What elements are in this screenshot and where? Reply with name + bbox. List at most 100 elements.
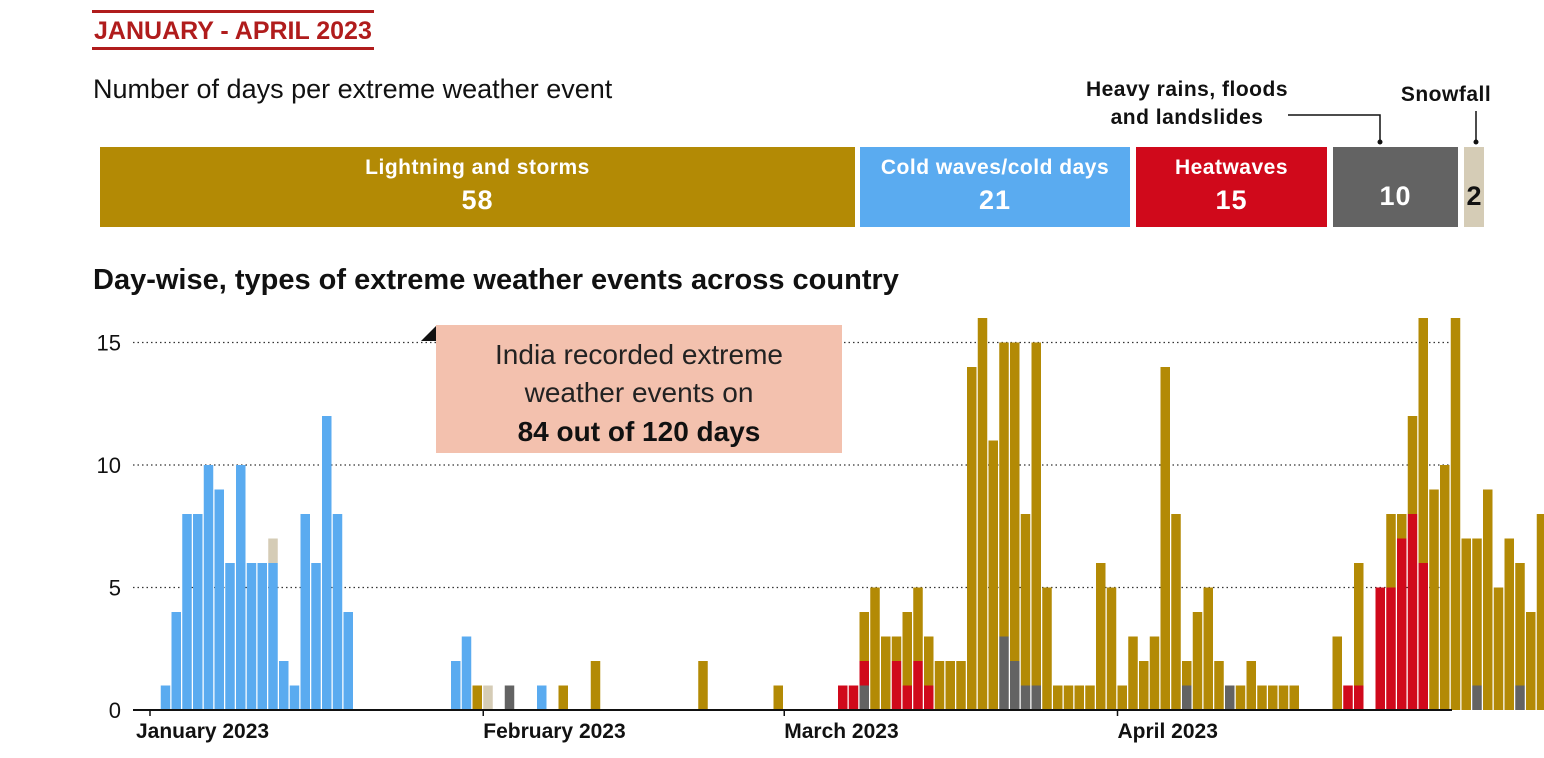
bar-segment [1106,587,1117,710]
bar-segment [1278,685,1289,710]
summary-value: 58 [461,185,494,215]
bar-segment [999,636,1009,710]
summary-value: 2 [1466,181,1482,211]
bar-segment [1429,489,1439,710]
month-label: March 2023 [784,720,898,743]
bar-segment [537,685,547,710]
callout-pointer [421,326,436,341]
bar-segment [279,661,289,710]
summary-value: 15 [1215,185,1248,215]
bar-segment [1182,685,1192,710]
summary-label: Lightning and storms [365,156,590,179]
y-tick-label: 0 [109,698,121,723]
bar-segment [924,636,934,686]
bar-segment [1042,587,1052,710]
bar-segment [924,685,934,710]
bar-segment [311,563,321,710]
bar-segment [1160,367,1170,710]
callout-line-2: weather events on [524,377,754,408]
bar-segment [881,636,891,710]
bar-segment [1332,636,1342,710]
bar-segment [504,685,515,710]
bar-segment [300,514,310,710]
bar-segment [698,661,708,710]
bar-segment [1450,318,1461,710]
bar-segment [257,563,267,710]
bar-segment [1536,514,1544,710]
bar-segment [1010,342,1020,661]
snowfall-annotation: Snowfall [1400,83,1492,106]
y-tick-label: 15 [97,331,121,356]
summary-bar-heavy-rains: 10 [1333,147,1458,227]
y-tick-label: 5 [109,576,121,601]
bar-segment [1192,612,1203,710]
chart-gridlines [133,341,1452,589]
summary-bar-lightning: Lightning and storms 58 [100,147,855,227]
month-label: April 2023 [1118,720,1218,743]
bar-segment [1085,685,1095,710]
bar-segment [773,685,783,710]
bar-segment [1526,612,1536,710]
chart-axis: 0 5 10 15 January 2023 February 2023 March 202… [97,331,1452,743]
summary-bar-heatwaves: Heatwaves 15 [1136,147,1327,227]
bar-segment [1375,587,1385,710]
bar-segment [977,318,988,710]
bar-segment [483,685,493,710]
bar-segment [1386,514,1396,588]
summary-label: Cold waves/cold days [880,156,1110,179]
bar-segment [859,612,869,661]
bar-segment [999,342,1009,637]
bar-segment [1020,514,1031,686]
bar-segment [1031,342,1041,686]
bar-segment [1407,416,1418,514]
bar-segment [332,514,343,710]
bar-segment [1407,514,1418,710]
bar-segment [1149,636,1160,710]
summary-value: 10 [1379,181,1412,211]
bar-segment [1268,685,1278,710]
bar-segment [1171,514,1181,710]
bar-segment [1418,563,1428,710]
bar-segment [1472,685,1482,710]
bar-segment [1354,563,1364,686]
bar-segment [1386,587,1396,710]
bar-segment [236,465,246,710]
chart-heading: Day-wise, types of extreme weather event… [93,264,899,296]
bar-segment [461,636,472,710]
bar-segment [1020,685,1031,710]
bar-segment [1461,538,1471,710]
bar-segment [891,661,902,710]
bar-segment [859,685,869,710]
bar-segment [913,587,923,661]
bar-segment [246,563,257,710]
bar-segment [1063,685,1074,710]
summary-bar-snowfall: 2 [1464,147,1484,227]
bar-segment [268,563,278,710]
bar-segment [945,661,955,710]
summary-label: Heatwaves [1174,156,1289,179]
summary-value: 21 [978,185,1012,215]
bar-segment [590,661,601,710]
callout-line-1: India recorded extreme [495,339,783,370]
bar-segment [160,685,171,710]
bar-segment [451,661,461,710]
bar-segment [214,489,224,710]
bar-segment [1397,514,1407,539]
bar-segment [1418,318,1428,563]
bar-segment [1289,685,1299,710]
bar-segment [1354,685,1364,710]
heavy-rains-annotation: Heavy rains, floods and landslides [1068,76,1306,132]
bar-segment [967,367,977,710]
bar-segment [1128,636,1138,710]
bar-segment [1483,489,1493,710]
bar-segment [870,587,880,710]
bar-segment [1504,538,1514,710]
bar-segment [859,661,869,686]
callout-line-3: 84 out of 120 days [517,416,761,447]
bar-segment [934,661,945,710]
bar-segment [902,685,912,710]
summary-bar-cold-waves: Cold waves/cold days 21 [860,147,1130,227]
bar-segment [1096,563,1106,710]
bar-segment [838,685,848,710]
